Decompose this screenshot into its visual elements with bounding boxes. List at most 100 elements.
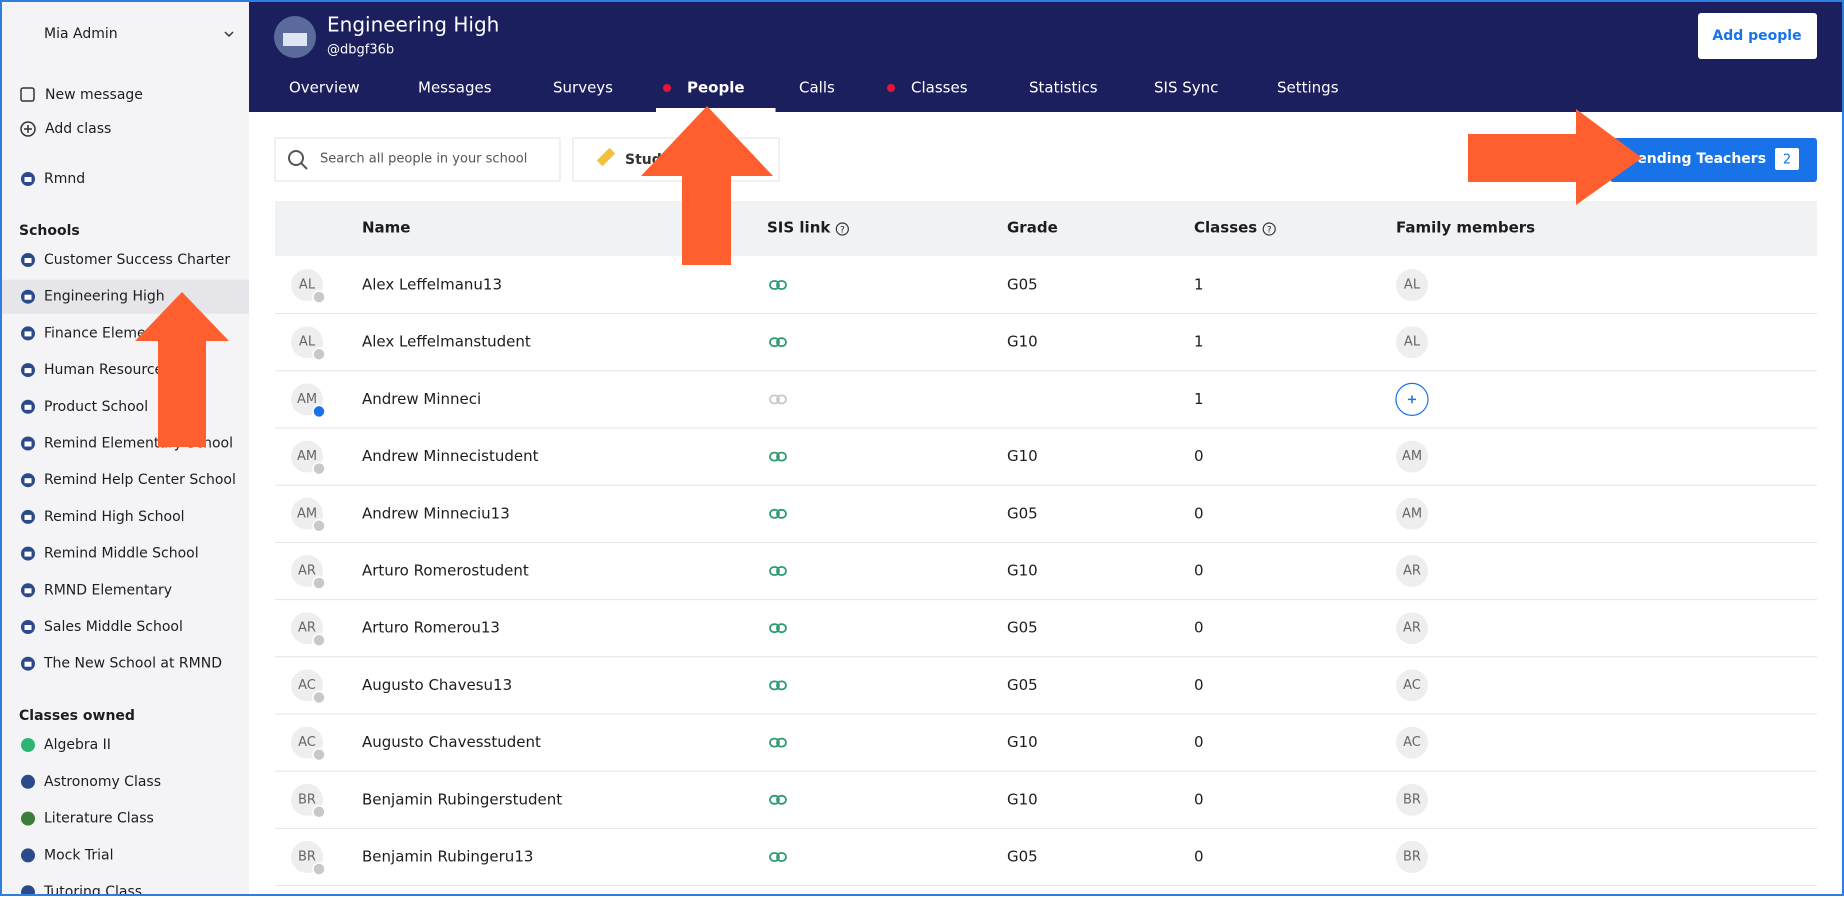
content: Mia Admin New message Add class Rmnd Schools…	[0, 13, 1817, 900]
family-avatar	[1396, 326, 1428, 359]
nav-tab[interactable]: Classes	[911, 79, 968, 97]
avatar-badge	[312, 862, 326, 876]
class-item[interactable]: Mock Trial	[44, 847, 114, 863]
annotation-arrows	[135, 106, 1642, 447]
class-item[interactable]: Literature Class	[44, 811, 154, 827]
nav-tab[interactable]: Statistics	[1029, 79, 1098, 97]
class-icon	[21, 811, 35, 826]
school-item[interactable]: Sales Middle School	[44, 619, 183, 635]
school-item[interactable]: Remind Help Center School	[44, 472, 236, 488]
class-item[interactable]: Astronomy Class	[44, 774, 161, 790]
grade: G10	[1007, 447, 1038, 465]
person-name[interactable]: Benjamin Rubingeru13	[362, 848, 533, 866]
avatar-badge	[312, 633, 326, 647]
class-count: 1	[1194, 390, 1204, 408]
school-icon-detail	[24, 625, 32, 630]
school-item[interactable]: Human Resources	[44, 362, 170, 378]
avatar-initials: AR	[298, 621, 316, 636]
person-name[interactable]: Alex Leffelmanstudent	[362, 333, 531, 351]
sidebar-action[interactable]: New message	[45, 87, 143, 103]
add-people-label[interactable]: Add people	[1712, 28, 1801, 44]
help-icon-mark: ?	[840, 226, 845, 236]
table-header-bg	[275, 201, 1817, 256]
person-name[interactable]: Augusto Chavesu13	[362, 676, 512, 694]
school-item[interactable]: RMND Elementary	[44, 582, 172, 598]
school-item[interactable]: Customer Success Charter	[44, 252, 230, 268]
avatar-badge	[312, 519, 326, 533]
school-icon-detail	[24, 177, 32, 182]
person-name[interactable]: Andrew Minneci	[362, 390, 481, 408]
avatar-badge	[312, 461, 326, 476]
column-header: SIS link	[767, 219, 831, 237]
avatar-initials: AM	[297, 506, 317, 521]
person-name[interactable]: Arturo Romerou13	[362, 619, 500, 637]
pending-label[interactable]: Pending Teachers	[1627, 151, 1766, 167]
avatar-initials: AM	[297, 449, 317, 464]
pending-button[interactable]	[1610, 138, 1817, 182]
person-name[interactable]: Augusto Chavesstudent	[362, 733, 541, 751]
school-icon-detail	[24, 551, 32, 557]
search-icon	[288, 150, 304, 166]
family-avatar	[1396, 497, 1428, 530]
person-name[interactable]: Alex Leffelmanu13	[362, 276, 502, 294]
tab-dot	[663, 84, 671, 92]
class-count: 0	[1194, 848, 1204, 866]
family-initials: AL	[1404, 278, 1421, 293]
org-name[interactable]: Rmnd	[44, 171, 85, 187]
school-item[interactable]: Product School	[44, 399, 148, 415]
person-name[interactable]: Arturo Romerostudent	[362, 562, 529, 580]
nav-tab[interactable]: Overview	[289, 79, 360, 97]
sis-link-icon	[769, 794, 780, 805]
sis-link-icon	[776, 623, 787, 634]
sidebar-action[interactable]: Add class	[45, 121, 111, 137]
avatar-badge	[312, 576, 326, 590]
family-initials: AR	[1403, 621, 1421, 636]
search-placeholder[interactable]: Search all people in your school	[320, 152, 527, 167]
nav-tab[interactable]: Surveys	[553, 79, 613, 97]
grade: G10	[1007, 733, 1038, 751]
column-header: Classes	[1194, 219, 1257, 237]
school-item[interactable]: Remind Middle School	[44, 546, 199, 562]
school-handle: @dbgf36b	[327, 43, 394, 58]
class-item[interactable]: Algebra II	[44, 737, 111, 753]
person-name[interactable]: Benjamin Rubingerstudent	[362, 790, 562, 808]
class-count: 0	[1194, 790, 1204, 808]
add-people-button[interactable]	[1698, 13, 1817, 59]
nav-tab[interactable]: Calls	[799, 79, 835, 97]
nav-tab[interactable]: People	[687, 79, 745, 97]
class-count: 0	[1194, 562, 1204, 580]
person-name[interactable]: Andrew Minneciu13	[362, 504, 510, 522]
avatar-badge	[312, 290, 326, 304]
avatar-initials: AM	[297, 392, 317, 407]
school-item[interactable]: Engineering High	[44, 289, 165, 305]
avatar-badge	[312, 747, 326, 762]
family-avatar	[1396, 726, 1428, 759]
class-count: 0	[1194, 619, 1204, 637]
section-heading: Classes owned	[19, 708, 135, 724]
grade: G05	[1007, 276, 1038, 294]
school-item[interactable]: Remind High School	[44, 509, 185, 525]
nav-tab[interactable]: Messages	[418, 79, 492, 97]
nav-tab[interactable]: SIS Sync	[1154, 79, 1218, 97]
search-box[interactable]	[274, 137, 561, 182]
avatar-initials: AL	[299, 335, 316, 350]
person-name[interactable]: Andrew Minnecistudent	[362, 447, 539, 465]
user-name[interactable]: Mia Admin	[44, 26, 118, 42]
sis-link-icon	[776, 337, 787, 348]
search-icon-handle	[300, 162, 308, 170]
chevron	[224, 31, 234, 38]
school-icon-detail	[24, 331, 32, 337]
family-avatar	[1396, 783, 1428, 816]
family-initials: AR	[1403, 564, 1421, 579]
sis-link-icon	[776, 680, 787, 691]
active-school-bg	[0, 279, 249, 314]
arrow-head	[1576, 109, 1642, 205]
family-initials: AL	[1404, 335, 1421, 350]
family-initials: BR	[1403, 792, 1421, 807]
school-item[interactable]: The New School at RMND	[43, 656, 222, 672]
school-icon-detail	[24, 661, 32, 667]
family-initials: AC	[1403, 735, 1421, 750]
tab-dot	[887, 84, 895, 92]
nav-tab[interactable]: Settings	[1277, 79, 1339, 97]
family-avatar	[1396, 440, 1428, 473]
